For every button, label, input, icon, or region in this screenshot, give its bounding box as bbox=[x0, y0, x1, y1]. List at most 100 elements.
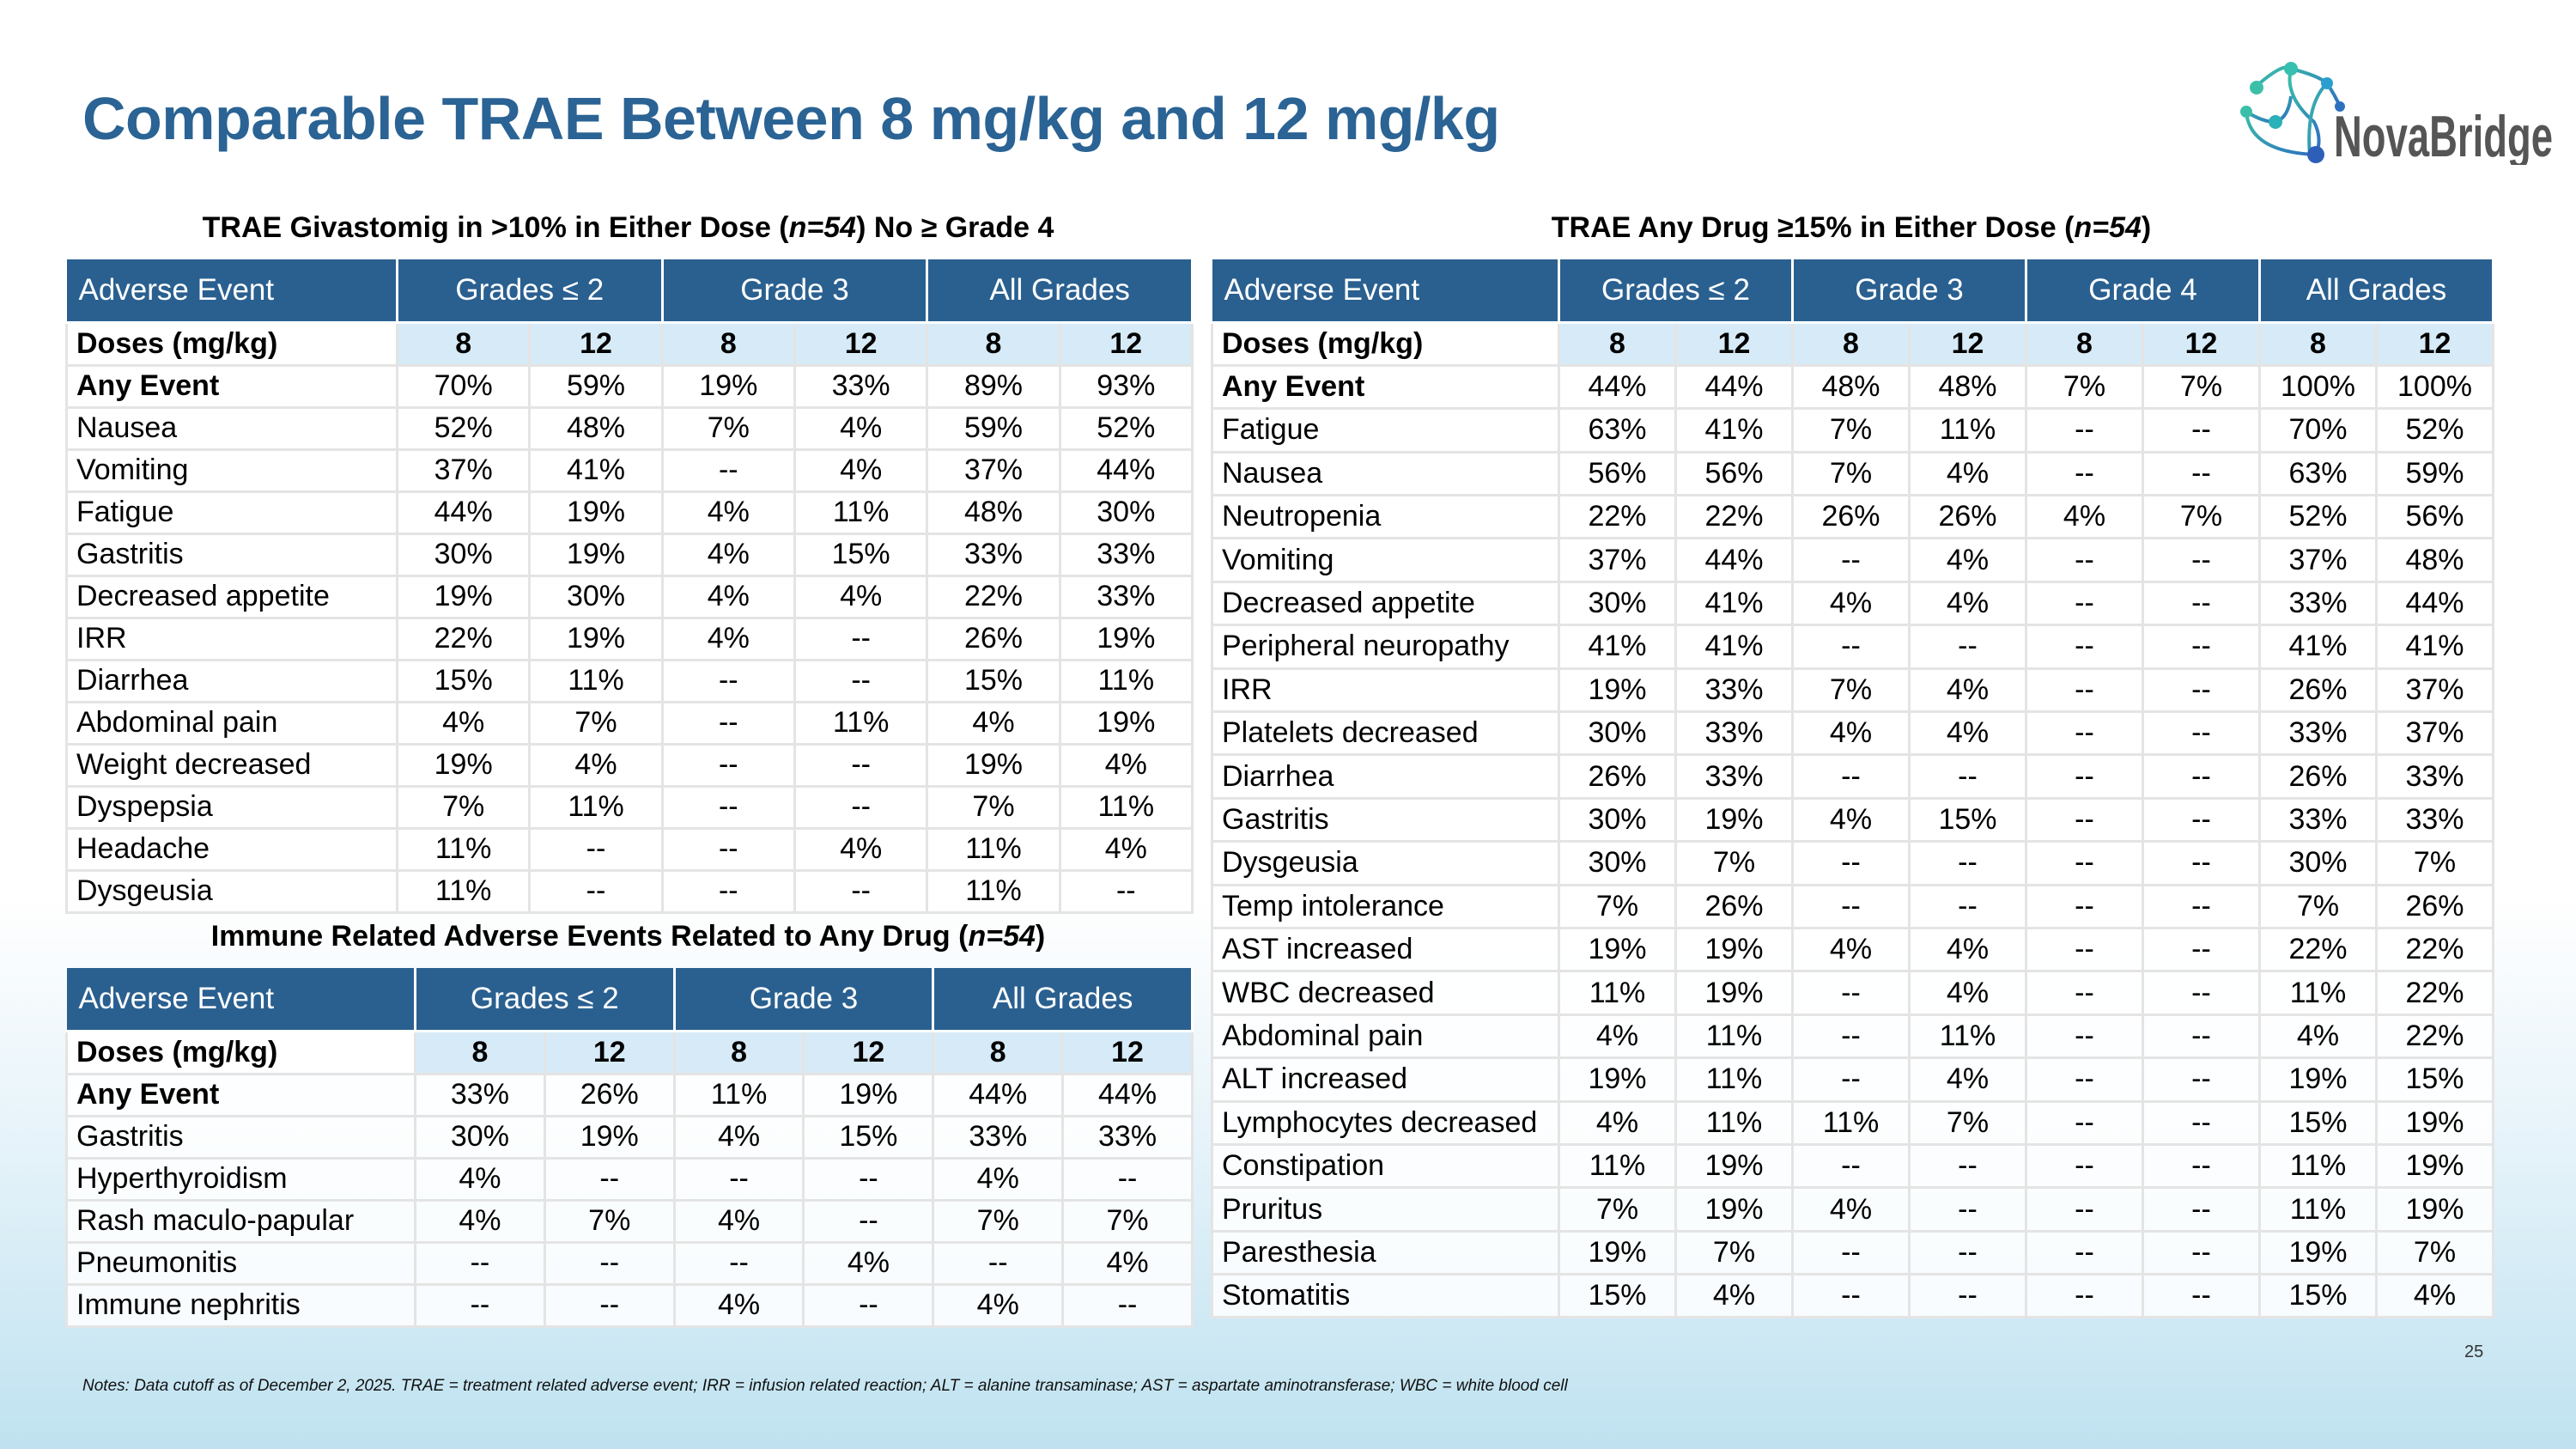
event-name: Temp intolerance bbox=[1211, 883, 1560, 929]
value-cell: 44% bbox=[1058, 447, 1194, 493]
value-cell: 4% bbox=[660, 574, 796, 619]
value-cell: 4% bbox=[802, 1240, 935, 1286]
dose-cell: 12 bbox=[802, 1029, 935, 1075]
value-cell: -- bbox=[1908, 624, 2027, 670]
value-cell: 19% bbox=[2375, 1099, 2494, 1146]
value-cell: 33% bbox=[926, 532, 1061, 577]
value-cell: 22% bbox=[2375, 1013, 2494, 1060]
value-cell: 11% bbox=[793, 700, 929, 746]
value-cell: 11% bbox=[2258, 1142, 2378, 1190]
event-name: Dysgeusia bbox=[65, 868, 398, 914]
value-cell: 7% bbox=[395, 784, 532, 830]
value-cell: 37% bbox=[395, 447, 532, 493]
table-row: Gastritis 30% 19% 4% 15% 33% 33% bbox=[65, 1114, 1194, 1160]
value-cell: 41% bbox=[528, 447, 664, 493]
value-cell: 11% bbox=[1674, 1013, 1794, 1060]
value-cell: -- bbox=[2142, 1099, 2261, 1146]
table-row: Dysgeusia 11% -- -- -- 11% -- bbox=[65, 868, 1194, 914]
value-cell: -- bbox=[543, 1240, 676, 1286]
value-cell: -- bbox=[802, 1156, 935, 1202]
dose-cell: 8 bbox=[1558, 320, 1677, 367]
value-cell: 19% bbox=[1058, 700, 1194, 746]
value-cell: 11% bbox=[528, 784, 664, 830]
event-name: Headache bbox=[65, 826, 398, 872]
table-row: Pruritus 7% 19% 4% -- -- -- 11% 19% bbox=[1211, 1186, 2494, 1233]
value-cell: 70% bbox=[395, 363, 532, 409]
table-row: Abdominal pain 4% 11% -- 11% -- -- 4% 22% bbox=[1211, 1013, 2494, 1060]
event-name: Rash maculo-papular bbox=[65, 1198, 416, 1244]
value-cell: -- bbox=[2025, 1142, 2144, 1190]
value-cell: 30% bbox=[528, 574, 664, 619]
value-cell: 7% bbox=[1791, 450, 1911, 497]
dose-row: Doses (mg/kg) 8 12 8 12 8 12 8 12 bbox=[1211, 320, 2494, 367]
value-cell: -- bbox=[2025, 1186, 2144, 1233]
value-cell: 4% bbox=[793, 405, 929, 451]
value-cell: -- bbox=[2142, 753, 2261, 800]
value-cell: 19% bbox=[660, 363, 796, 409]
value-cell: 44% bbox=[932, 1072, 1065, 1117]
value-cell: 33% bbox=[2375, 753, 2494, 800]
value-cell: 44% bbox=[1061, 1072, 1194, 1117]
trae-givastomig-table: Adverse Event Grades ≤ 2 Grade 3 All Grades… bbox=[65, 259, 1194, 914]
value-cell: 4% bbox=[793, 447, 929, 493]
value-cell: -- bbox=[2025, 796, 2144, 843]
value-cell: 19% bbox=[1558, 926, 1677, 973]
event-name: Nausea bbox=[65, 405, 398, 451]
event-name: Decreased appetite bbox=[65, 574, 398, 619]
value-cell: 15% bbox=[2258, 1273, 2378, 1319]
dose-cell: 8 bbox=[2025, 320, 2144, 367]
value-cell: 7% bbox=[932, 1198, 1065, 1244]
value-cell: 4% bbox=[1061, 1240, 1194, 1286]
value-cell: 4% bbox=[672, 1114, 805, 1160]
column-header: Grade 3 bbox=[1792, 259, 2027, 324]
event-name: Gastritis bbox=[65, 1114, 416, 1160]
table-row: Lymphocytes decreased 4% 11% 11% 7% -- -- 15% 19… bbox=[1211, 1099, 2494, 1146]
event-name: Lymphocytes decreased bbox=[1211, 1099, 1560, 1146]
value-cell: -- bbox=[414, 1240, 546, 1286]
table-row: Neutropenia 22% 22% 26% 26% 4% 7% 52% 56% bbox=[1211, 494, 2494, 540]
value-cell: 11% bbox=[395, 826, 532, 872]
table-row: Any Event 33% 26% 11% 19% 44% 44% bbox=[65, 1072, 1194, 1117]
column-header: Grades ≤ 2 bbox=[1558, 259, 1794, 324]
immune-related-ae-table: Adverse Event Grades ≤ 2 Grade 3 All Grades… bbox=[65, 968, 1194, 1328]
value-cell: 33% bbox=[793, 363, 929, 409]
value-cell: -- bbox=[1791, 970, 1911, 1016]
value-cell: 33% bbox=[414, 1072, 546, 1117]
dose-cell: 12 bbox=[1058, 320, 1194, 367]
subtitle-text: ) bbox=[1035, 920, 1046, 953]
value-cell: -- bbox=[543, 1156, 676, 1202]
event-name: Gastritis bbox=[65, 532, 398, 577]
value-cell: -- bbox=[2142, 1013, 2261, 1060]
dose-label: Doses (mg/kg) bbox=[1211, 320, 1560, 367]
value-cell: -- bbox=[2025, 1273, 2144, 1319]
value-cell: 11% bbox=[793, 490, 929, 535]
value-cell: -- bbox=[660, 742, 796, 788]
table-row: Gastritis 30% 19% 4% 15% 33% 33% bbox=[65, 532, 1194, 577]
value-cell: -- bbox=[2025, 926, 2144, 973]
value-cell: 4% bbox=[672, 1282, 805, 1328]
value-cell: 4% bbox=[672, 1198, 805, 1244]
value-cell: -- bbox=[1791, 840, 1911, 886]
column-header: Adverse Event bbox=[66, 968, 416, 1032]
value-cell: -- bbox=[2025, 1099, 2144, 1146]
value-cell: -- bbox=[2025, 840, 2144, 886]
subtitle-text: TRAE Any Drug ≥15% in Either Dose ( bbox=[1551, 211, 2075, 244]
value-cell: 33% bbox=[1674, 710, 1794, 757]
value-cell: 4% bbox=[660, 532, 796, 577]
column-header: Adverse Event bbox=[1212, 259, 1560, 324]
value-cell: -- bbox=[2025, 624, 2144, 670]
value-cell: 37% bbox=[2375, 710, 2494, 757]
value-cell: -- bbox=[1791, 1013, 1911, 1060]
value-cell: 11% bbox=[2258, 1186, 2378, 1233]
event-name: Gastritis bbox=[1211, 796, 1560, 843]
event-name: Fatigue bbox=[65, 490, 398, 535]
value-cell: 19% bbox=[395, 574, 532, 619]
value-cell: 4% bbox=[926, 700, 1061, 746]
value-cell: 4% bbox=[660, 490, 796, 535]
value-cell: 4% bbox=[793, 574, 929, 619]
value-cell: 30% bbox=[1558, 840, 1677, 886]
value-cell: 22% bbox=[2375, 926, 2494, 973]
dose-cell: 8 bbox=[2258, 320, 2378, 367]
value-cell: -- bbox=[414, 1282, 546, 1328]
value-cell: 30% bbox=[1058, 490, 1194, 535]
